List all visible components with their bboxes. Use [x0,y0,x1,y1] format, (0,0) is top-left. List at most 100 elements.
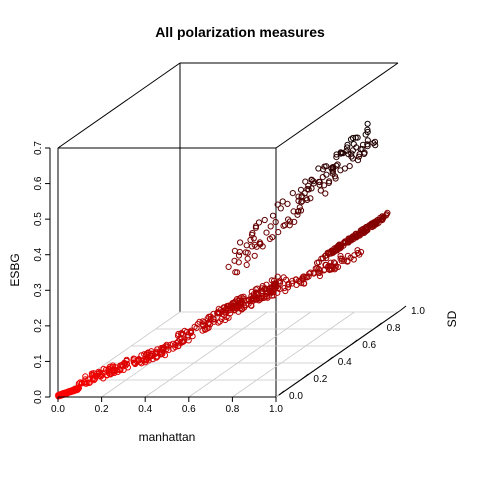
data-point [349,147,356,154]
y-axis-line [278,309,402,396]
data-point [254,285,261,292]
data-point [362,131,369,138]
data-point [236,248,243,256]
y-tick [400,305,407,311]
data-point [284,200,291,207]
data-point [235,308,242,315]
data-point [295,278,302,285]
z-tick-label: 0.5 [33,212,44,226]
data-point [153,349,160,356]
data-point [191,323,198,330]
data-point [285,216,292,223]
data-point [280,274,287,281]
data-point [347,254,354,261]
data-point [279,198,286,205]
data-point [258,285,265,292]
data-point [167,341,174,348]
floor-grid [57,311,399,398]
data-point [96,369,103,376]
data-point [244,255,251,262]
data-point [181,327,188,334]
data-point [237,239,244,246]
y-tick-label: 0.0 [289,391,303,402]
data-point [289,277,296,284]
data-points [55,120,391,400]
data-point [341,165,348,172]
data-point [100,375,107,382]
data-point [120,363,127,370]
grid-line [57,311,181,398]
data-point [274,201,281,208]
data-point [224,302,231,310]
y-tick [327,356,334,362]
data-point [357,146,364,153]
data-point [315,269,322,276]
data-point [231,257,238,264]
data-point [364,137,371,144]
data-point [173,339,180,347]
data-point [331,260,339,267]
data-point [361,150,368,157]
data-point [350,256,357,263]
data-point [289,190,296,197]
data-point [294,208,301,215]
data-point [322,190,329,197]
x-tick-label: 0.8 [225,404,239,415]
data-point [205,313,212,320]
data-point [275,229,282,236]
data-point [175,343,182,350]
data-point [301,190,308,197]
data-point [249,294,256,301]
data-point [222,316,229,324]
data-point [152,350,159,357]
z-tick-label: 0.2 [33,318,44,332]
data-point [275,278,282,285]
z-tick-label: 0.4 [33,247,44,261]
data-point [295,197,302,204]
data-point [298,199,305,206]
data-point [354,134,361,141]
data-point [135,356,142,363]
data-point [159,350,166,357]
data-point [317,187,324,194]
data-point [229,305,236,312]
data-point [131,359,138,366]
data-point [316,179,323,186]
data-point [350,141,357,148]
data-point [215,319,222,326]
data-point [305,186,312,193]
data-point [244,249,251,256]
x-tick-label: 0.4 [138,404,152,415]
y-tick [303,373,309,379]
data-point [210,316,217,323]
grid-line [144,311,268,398]
data-point [326,178,333,185]
data-point [232,269,239,276]
data-point [235,297,242,304]
data-point [231,307,238,314]
data-point [239,305,246,312]
plot-box [57,62,399,398]
data-point [371,138,379,145]
data-point [259,243,266,250]
data-point [277,205,284,212]
x-tick-label: 0.2 [95,404,109,415]
data-point [294,211,301,218]
data-point [326,266,333,273]
data-point [200,322,207,329]
chart-title: All polarization measures [155,24,325,40]
data-point [245,300,252,307]
data-point [316,181,323,188]
data-point [249,230,256,237]
data-point [291,218,298,225]
data-point [347,136,355,143]
z-tick-label: 0.3 [33,283,44,297]
data-point [349,233,356,240]
data-point [86,379,93,387]
data-point [143,351,150,358]
data-point [109,367,116,374]
data-point [349,155,356,162]
data-point [105,367,112,374]
z-tick-label: 0.7 [33,141,44,155]
data-point [297,186,305,193]
